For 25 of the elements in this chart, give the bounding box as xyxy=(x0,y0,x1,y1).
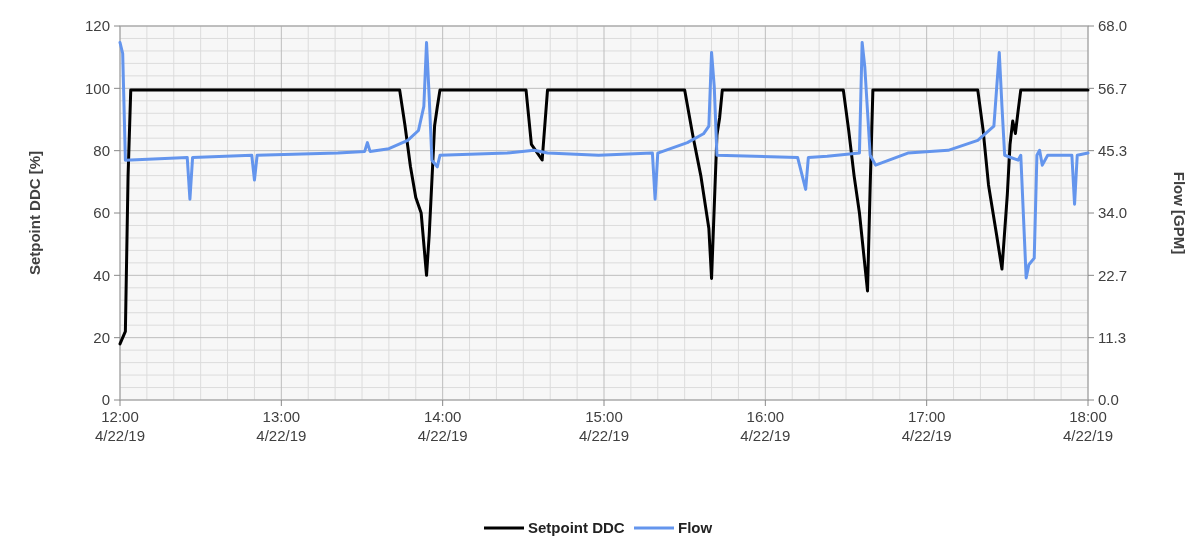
y-tick-label: 40 xyxy=(93,266,110,284)
y2-tick-label: 34.0 xyxy=(1098,204,1128,222)
y-axis-title: Setpoint DDC [%] xyxy=(26,150,43,276)
x-tick-label: 13:00 4/22/19 xyxy=(256,408,307,444)
y-tick-label: 20 xyxy=(93,328,110,346)
legend-label: Setpoint DDC xyxy=(528,519,625,537)
y2-tick-label: 56.7 xyxy=(1098,79,1128,97)
y-tick-label: 100 xyxy=(84,79,110,97)
x-tick-label: 12:00 4/22/19 xyxy=(94,408,146,444)
x-tick-label: 14:00 4/22/19 xyxy=(417,408,468,444)
x-tick-label: 17:00 4/22/19 xyxy=(901,408,952,444)
y-tick-label: 0 xyxy=(101,391,110,409)
x-tick-label: 15:00 4/22/19 xyxy=(578,408,630,444)
y-tick-label: 80 xyxy=(93,141,110,159)
y2-tick-label: 11.3 xyxy=(1098,328,1127,346)
legend-label: Flow xyxy=(678,519,713,537)
y2-axis-title: Flow [GPM] xyxy=(1171,171,1186,255)
y2-tick-label: 0.0 xyxy=(1098,391,1119,409)
y-tick-label: 120 xyxy=(84,17,110,35)
y2-tick-label: 45.3 xyxy=(1098,141,1128,159)
x-tick-label: 16:00 4/22/19 xyxy=(740,408,791,444)
y-tick-label: 60 xyxy=(93,204,110,222)
y2-tick-label: 22.7 xyxy=(1098,266,1128,284)
y2-tick-label: 68.0 xyxy=(1098,17,1128,35)
x-tick-label: 18:00 4/22/19 xyxy=(1062,408,1114,444)
